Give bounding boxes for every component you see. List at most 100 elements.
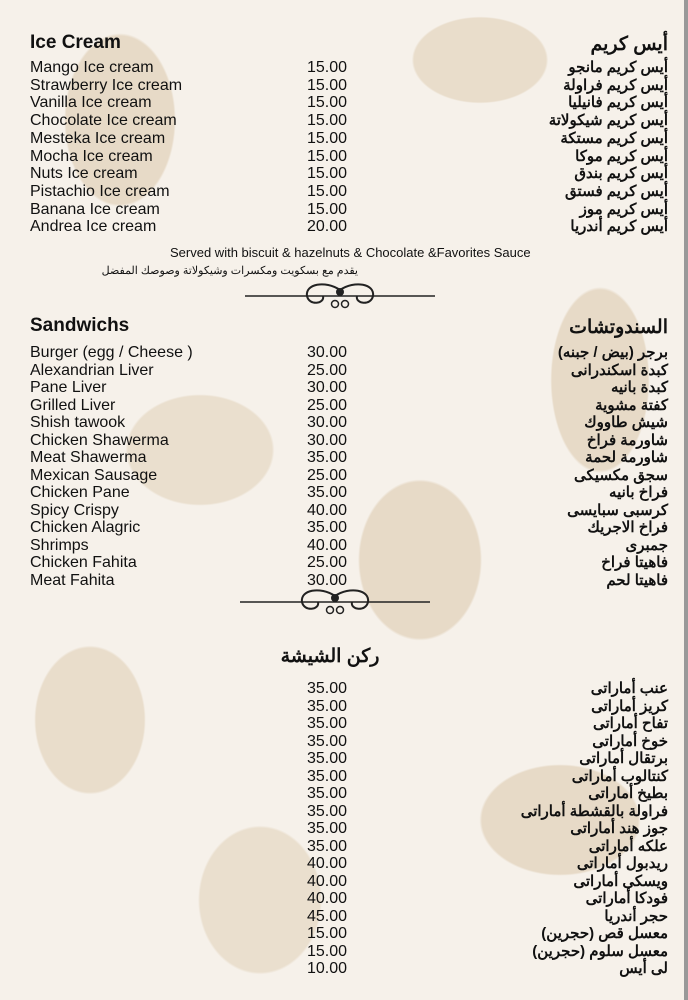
item-price: 10.00 xyxy=(307,960,348,977)
item-price: 15.00 xyxy=(307,112,348,130)
item-name-ar: شاورمة لحمة xyxy=(585,449,668,466)
item-name-ar: فودكا أماراتى xyxy=(585,890,668,907)
menu-item: 40.00 فودكا أماراتى xyxy=(0,890,688,907)
item-price: 15.00 xyxy=(307,165,348,183)
item-name-ar: فاهيتا لحم xyxy=(606,571,668,589)
item-name-ar: برجر (بيض / جبنه) xyxy=(557,344,668,361)
item-name: Vanilla Ice cream xyxy=(30,94,152,112)
menu-item: Pane Liver 30.00 كبدة بانيه xyxy=(0,379,688,396)
item-name-ar: خوخ أماراتى xyxy=(592,732,668,750)
item-name: Chicken Pane xyxy=(30,484,130,501)
menu-item: Andrea Ice cream 20.00 أيس كريم أندريا xyxy=(0,218,688,235)
item-name: Chicken Fahita xyxy=(30,554,137,571)
item-name-ar: شيش طاووك xyxy=(584,414,668,431)
menu-item: Meat Fahita 30.00 فاهيتا لحم xyxy=(0,572,688,589)
item-name-ar: لى أيس xyxy=(619,960,668,977)
menu-item: Chicken Shawerma 30.00 شاورمة فراخ xyxy=(0,432,688,449)
item-price: 35.00 xyxy=(307,767,348,785)
item-name-ar: كريز أماراتى xyxy=(591,697,668,715)
item-name: Andrea Ice cream xyxy=(30,218,157,236)
menu-item: 35.00 كنتالوب أماراتى xyxy=(0,768,688,785)
item-name-ar: أيس كريم شيكولاتة xyxy=(548,112,668,130)
item-name: Shish tawook xyxy=(30,414,126,431)
item-price: 40.00 xyxy=(307,501,348,519)
item-price: 35.00 xyxy=(307,484,348,501)
menu-item: 35.00 فراولة بالقشطة أماراتى xyxy=(0,803,688,820)
item-price: 25.00 xyxy=(307,396,348,414)
item-price: 30.00 xyxy=(307,379,348,396)
item-name-ar: عنب أماراتى xyxy=(590,680,668,697)
item-price: 15.00 xyxy=(307,94,348,112)
item-price: 40.00 xyxy=(307,855,348,872)
item-price: 30.00 xyxy=(307,431,348,449)
item-price: 15.00 xyxy=(307,76,348,94)
menu-item: Pistachio Ice cream 15.00 أيس كريم فستق xyxy=(0,183,688,200)
item-name-ar: أيس كريم مانجو xyxy=(568,59,668,76)
menu-item: Banana Ice cream 15.00 أيس كريم موز xyxy=(0,201,688,218)
item-price: 30.00 xyxy=(307,571,348,589)
item-name-ar: ريدبول أماراتى xyxy=(576,855,668,872)
menu-item: Mesteka Ice cream 15.00 أيس كريم مستكة xyxy=(0,130,688,147)
menu-item: Shish tawook 30.00 شيش طاووك xyxy=(0,414,688,431)
item-name-ar: معسل سلوم (حجرين) xyxy=(532,942,668,960)
item-name: Meat Shawerma xyxy=(30,449,147,466)
item-name-ar: جوز هند أماراتى xyxy=(570,820,668,837)
item-name: Pane Liver xyxy=(30,379,107,396)
item-name-ar: جمبرى xyxy=(625,536,669,554)
item-price: 25.00 xyxy=(307,554,348,571)
item-price: 35.00 xyxy=(307,785,348,802)
ice-cream-title: Ice Cream xyxy=(30,32,121,53)
item-name-ar: أيس كريم موكا xyxy=(575,147,668,165)
item-name: Pistachio Ice cream xyxy=(30,182,170,200)
menu-item: 35.00 علكه أماراتى xyxy=(0,838,688,855)
menu-item: Burger (egg / Cheese ) 30.00 برجر (بيض / ج… xyxy=(0,344,688,361)
item-name-ar: كنتالوب أماراتى xyxy=(571,767,668,785)
menu-item: 35.00 برتقال أماراتى xyxy=(0,750,688,767)
item-price: 25.00 xyxy=(307,361,348,379)
menu-item: 15.00 معسل قص (حجرين) xyxy=(0,925,688,942)
item-price: 15.00 xyxy=(307,200,348,218)
item-price: 35.00 xyxy=(307,715,348,732)
sandwiches-title-ar: السندوتشات xyxy=(569,317,668,338)
item-name-ar: برتقال أماراتى xyxy=(579,750,668,767)
item-price: 15.00 xyxy=(307,59,348,76)
item-name: Shrimps xyxy=(30,536,89,554)
item-name-ar: أيس كريم فانيليا xyxy=(568,94,668,112)
item-name-ar: أيس كريم أندريا xyxy=(570,218,668,236)
item-price: 40.00 xyxy=(307,536,348,554)
item-name-ar: أيس كريم بندق xyxy=(574,165,668,183)
item-price: 35.00 xyxy=(307,837,348,855)
menu-item: 35.00 خوخ أماراتى xyxy=(0,733,688,750)
item-name: Strawberry Ice cream xyxy=(30,76,183,94)
item-name-ar: أيس كريم فستق xyxy=(565,182,668,200)
page-border xyxy=(684,0,688,1000)
item-price: 40.00 xyxy=(307,872,348,890)
item-name-ar: كفتة مشوية xyxy=(595,396,668,414)
item-price: 35.00 xyxy=(307,680,348,697)
menu-item: Shrimps 40.00 جمبرى xyxy=(0,537,688,554)
menu-item: Mango Ice cream 15.00 أيس كريم مانجو xyxy=(0,59,688,76)
menu-item: 40.00 ريدبول أماراتى xyxy=(0,855,688,872)
item-price: 35.00 xyxy=(307,820,348,837)
menu-item: Mocha Ice cream 15.00 أيس كريم موكا xyxy=(0,148,688,165)
item-name-ar: أيس كريم موز xyxy=(579,200,668,218)
menu-item: 45.00 حجر أندريا xyxy=(0,908,688,925)
item-name-ar: بطيخ أماراتى xyxy=(588,785,668,802)
item-name-ar: حجر أندريا xyxy=(604,907,668,925)
item-name-ar: شاورمة فراخ xyxy=(586,431,668,449)
ice-cream-note: Served with biscuit & hazelnuts & Chocol… xyxy=(170,245,531,260)
item-name-ar: معسل قص (حجرين) xyxy=(541,925,668,942)
item-name: Banana Ice cream xyxy=(30,200,160,218)
item-price: 20.00 xyxy=(307,218,348,236)
item-price: 35.00 xyxy=(307,802,348,820)
item-price: 15.00 xyxy=(307,182,348,200)
item-price: 35.00 xyxy=(307,697,348,715)
item-name-ar: كبدة اسكندرانى xyxy=(570,361,668,379)
item-name: Mango Ice cream xyxy=(30,59,154,76)
menu-item: Alexandrian Liver 25.00 كبدة اسكندرانى xyxy=(0,362,688,379)
item-name-ar: سجق مكسيكى xyxy=(574,466,668,484)
item-name-ar: أيس كريم فراولة xyxy=(563,76,668,94)
item-name-ar: كرسبى سبايسى xyxy=(567,501,668,519)
item-name-ar: فراولة بالقشطة أماراتى xyxy=(520,802,668,820)
